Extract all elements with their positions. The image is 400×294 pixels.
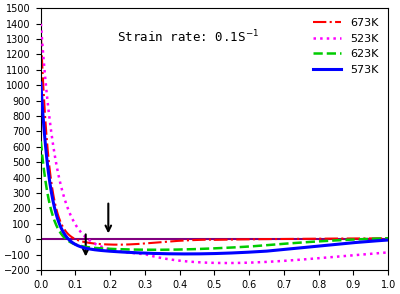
Line: 673K: 673K: [41, 33, 388, 245]
Line: 573K: 573K: [41, 83, 388, 254]
623K: [153, 248, 158, 252]
573K: [38, 81, 43, 85]
573K: [99, 249, 104, 252]
523K: [386, 250, 391, 254]
523K: [187, 260, 192, 263]
523K: [38, 22, 43, 26]
673K: [172, 239, 176, 243]
523K: [172, 258, 176, 262]
573K: [379, 239, 384, 242]
673K: [78, 239, 83, 243]
623K: [99, 247, 104, 250]
523K: [379, 251, 384, 255]
523K: [78, 230, 83, 233]
673K: [187, 238, 192, 242]
623K: [172, 248, 176, 251]
673K: [115, 243, 120, 246]
573K: [78, 245, 83, 248]
Line: 623K: 623K: [41, 141, 388, 250]
523K: [224, 261, 229, 265]
Text: Strain rate: 0.1S$^{-1}$: Strain rate: 0.1S$^{-1}$: [117, 29, 259, 45]
573K: [172, 252, 176, 255]
623K: [38, 140, 43, 143]
623K: [342, 238, 346, 242]
623K: [379, 237, 384, 240]
623K: [187, 248, 192, 251]
573K: [187, 252, 192, 256]
523K: [342, 254, 346, 258]
Line: 523K: 523K: [41, 24, 388, 263]
573K: [184, 252, 189, 256]
673K: [342, 237, 346, 240]
673K: [379, 237, 384, 240]
623K: [386, 236, 391, 240]
673K: [386, 237, 391, 240]
523K: [99, 245, 104, 248]
573K: [386, 238, 391, 242]
Legend: 673K, 523K, 623K, 573K: 673K, 523K, 623K, 573K: [309, 14, 383, 79]
623K: [78, 244, 83, 248]
673K: [38, 31, 43, 35]
573K: [342, 242, 346, 245]
673K: [99, 242, 104, 246]
